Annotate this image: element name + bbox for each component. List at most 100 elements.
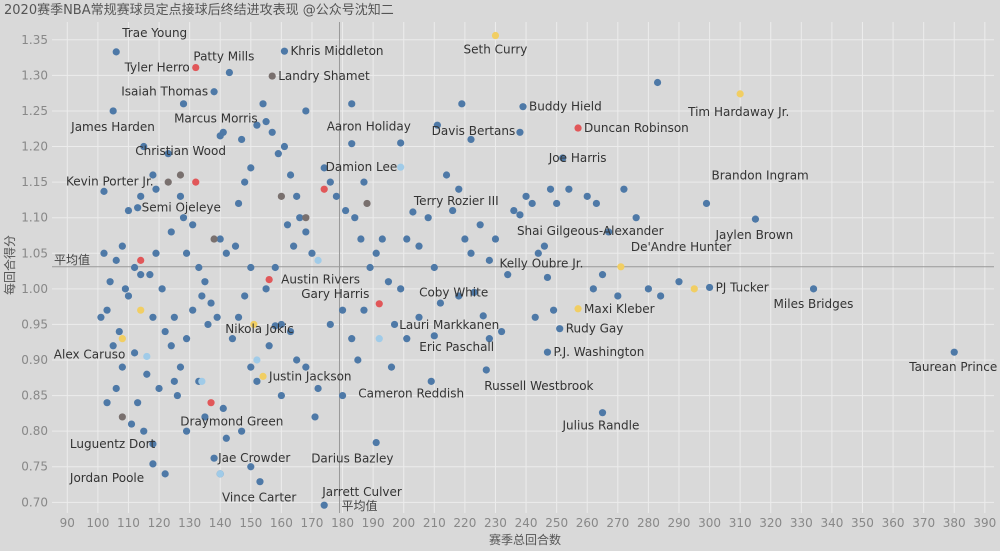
data-point: [283, 221, 292, 229]
point-label: Jordan Poole: [69, 471, 144, 485]
x-tick-label: 280: [637, 516, 660, 530]
data-point: [118, 363, 126, 371]
data-point: [809, 285, 818, 293]
data-point: [222, 249, 230, 257]
data-point: [201, 413, 209, 421]
data-point: [182, 335, 191, 343]
data-point: [363, 199, 371, 208]
x-tick-label: 230: [484, 516, 507, 530]
data-point: [204, 320, 212, 329]
data-point: [118, 413, 126, 421]
data-point: [516, 128, 524, 136]
x-tick-label: 310: [729, 516, 752, 530]
y-tick-label: 1.15: [21, 175, 48, 189]
data-point: [286, 327, 295, 336]
data-point: [140, 427, 148, 435]
data-point: [293, 192, 301, 200]
data-point: [158, 285, 166, 293]
data-point: [234, 199, 243, 208]
data-point: [314, 384, 322, 393]
data-point: [522, 192, 530, 200]
y-tick-label: 0.90: [21, 353, 48, 367]
data-point: [143, 370, 151, 378]
data-point: [543, 273, 552, 282]
data-point: [540, 242, 549, 250]
data-point: [137, 256, 145, 264]
data-point: [467, 135, 475, 144]
data-point: [234, 313, 243, 321]
data-point: [176, 192, 185, 200]
data-point: [247, 463, 255, 471]
x-tick-label: 240: [515, 516, 538, 530]
data-point: [427, 377, 435, 385]
data-point: [620, 185, 628, 193]
point-label: Shai Gilgeous-Alexander: [517, 224, 664, 238]
data-point: [152, 185, 160, 193]
data-point: [320, 164, 328, 172]
data-point: [259, 372, 267, 380]
data-point: [293, 356, 301, 364]
data-point: [644, 285, 652, 293]
data-point: [574, 124, 582, 132]
point-label: De'Andre Hunter: [631, 240, 732, 254]
data-point: [311, 413, 319, 421]
data-point: [103, 399, 111, 407]
data-point: [424, 214, 432, 222]
data-point: [338, 306, 347, 314]
data-point: [397, 139, 405, 147]
data-point: [213, 313, 221, 321]
data-point: [326, 320, 334, 329]
data-point: [397, 285, 405, 293]
data-point: [189, 306, 197, 314]
x-axis-title: 赛季总回合数: [489, 532, 561, 547]
data-point: [231, 242, 240, 250]
data-point: [433, 121, 441, 129]
point-label: Damion Lee: [326, 160, 398, 174]
x-tick-label: 320: [759, 516, 782, 530]
x-tick-label: 370: [912, 516, 935, 530]
data-point: [342, 206, 350, 215]
point-label: Tim Hardaway Jr.: [687, 105, 789, 119]
x-tick-label: 120: [148, 516, 171, 530]
data-point: [222, 434, 230, 442]
data-point: [277, 192, 285, 200]
data-point: [705, 283, 714, 292]
data-point: [192, 63, 200, 72]
data-point: [690, 285, 698, 293]
x-tick-label: 150: [239, 516, 262, 530]
data-point: [247, 263, 255, 272]
data-point: [250, 320, 258, 329]
data-point: [357, 235, 365, 243]
point-label: Semi Ojeleye: [142, 201, 221, 215]
data-point: [247, 363, 255, 371]
data-point: [146, 271, 154, 279]
data-point: [442, 171, 451, 179]
point-label: PJ Tucker: [716, 280, 769, 294]
data-point: [127, 420, 136, 428]
point-label: Tyler Herro: [124, 61, 190, 75]
data-point: [201, 278, 209, 286]
data-point: [97, 313, 105, 321]
point-label: Eric Paschall: [419, 340, 494, 354]
point-label: Nikola Jokic: [225, 322, 293, 336]
data-point: [497, 327, 506, 336]
data-point: [121, 285, 130, 293]
data-point: [516, 211, 524, 219]
point-label: Vince Carter: [222, 491, 296, 505]
data-point: [210, 454, 218, 462]
point-label: Jae Crowder: [217, 451, 290, 465]
data-point: [277, 391, 285, 400]
point-label: Russell Westbrook: [484, 379, 593, 393]
data-point: [109, 342, 117, 350]
data-point: [271, 322, 279, 330]
data-point: [247, 164, 255, 172]
data-point: [106, 278, 114, 286]
data-point: [751, 215, 760, 223]
data-point: [375, 335, 383, 343]
x-tick-label: 110: [117, 516, 140, 530]
data-point: [553, 199, 561, 208]
data-point: [351, 214, 359, 222]
data-point: [216, 470, 224, 478]
x-tick-label: 200: [392, 516, 415, 530]
x-tick-label: 390: [973, 516, 996, 530]
